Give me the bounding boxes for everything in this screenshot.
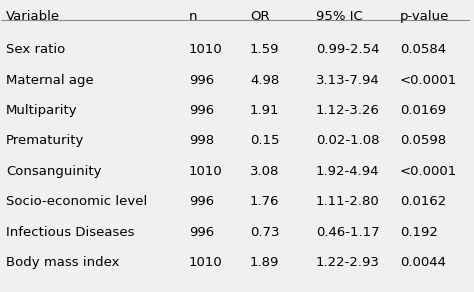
Text: 0.46-1.17: 0.46-1.17 bbox=[316, 225, 379, 239]
Text: 0.0584: 0.0584 bbox=[400, 43, 446, 56]
Text: 1010: 1010 bbox=[189, 43, 223, 56]
Text: <0.0001: <0.0001 bbox=[400, 165, 457, 178]
Text: 998: 998 bbox=[189, 134, 214, 147]
Text: 1.76: 1.76 bbox=[250, 195, 280, 208]
Text: 3.13-7.94: 3.13-7.94 bbox=[316, 74, 379, 87]
Text: 0.0598: 0.0598 bbox=[400, 134, 446, 147]
Text: 0.99-2.54: 0.99-2.54 bbox=[316, 43, 379, 56]
Text: <0.0001: <0.0001 bbox=[400, 74, 457, 87]
Text: Body mass index: Body mass index bbox=[6, 256, 119, 269]
Text: 1.11-2.80: 1.11-2.80 bbox=[316, 195, 379, 208]
Text: Infectious Diseases: Infectious Diseases bbox=[6, 225, 135, 239]
Text: 996: 996 bbox=[189, 104, 214, 117]
Text: 0.02-1.08: 0.02-1.08 bbox=[316, 134, 379, 147]
Text: 1.59: 1.59 bbox=[250, 43, 280, 56]
Text: 0.0169: 0.0169 bbox=[400, 104, 446, 117]
Text: n: n bbox=[189, 10, 198, 23]
Text: Maternal age: Maternal age bbox=[6, 74, 94, 87]
Text: 1.22-2.93: 1.22-2.93 bbox=[316, 256, 380, 269]
Text: 1010: 1010 bbox=[189, 256, 223, 269]
Text: 1.91: 1.91 bbox=[250, 104, 280, 117]
Text: 3.08: 3.08 bbox=[250, 165, 279, 178]
Text: 0.15: 0.15 bbox=[250, 134, 280, 147]
Text: Socio-economic level: Socio-economic level bbox=[6, 195, 147, 208]
Text: Multiparity: Multiparity bbox=[6, 104, 78, 117]
Text: Sex ratio: Sex ratio bbox=[6, 43, 65, 56]
Text: 95% IC: 95% IC bbox=[316, 10, 363, 23]
Text: p-value: p-value bbox=[400, 10, 449, 23]
Text: 1.92-4.94: 1.92-4.94 bbox=[316, 165, 379, 178]
Text: 0.0044: 0.0044 bbox=[400, 256, 446, 269]
Text: Prematurity: Prematurity bbox=[6, 134, 84, 147]
Text: Variable: Variable bbox=[6, 10, 60, 23]
Text: 4.98: 4.98 bbox=[250, 74, 279, 87]
Text: 996: 996 bbox=[189, 225, 214, 239]
Text: OR: OR bbox=[250, 10, 270, 23]
Text: 1.89: 1.89 bbox=[250, 256, 279, 269]
Text: 1.12-3.26: 1.12-3.26 bbox=[316, 104, 380, 117]
Text: 996: 996 bbox=[189, 74, 214, 87]
Text: 0.192: 0.192 bbox=[400, 225, 438, 239]
Text: Consanguinity: Consanguinity bbox=[6, 165, 101, 178]
Text: 0.0162: 0.0162 bbox=[400, 195, 447, 208]
Text: 996: 996 bbox=[189, 195, 214, 208]
Text: 1010: 1010 bbox=[189, 165, 223, 178]
Text: 0.73: 0.73 bbox=[250, 225, 280, 239]
